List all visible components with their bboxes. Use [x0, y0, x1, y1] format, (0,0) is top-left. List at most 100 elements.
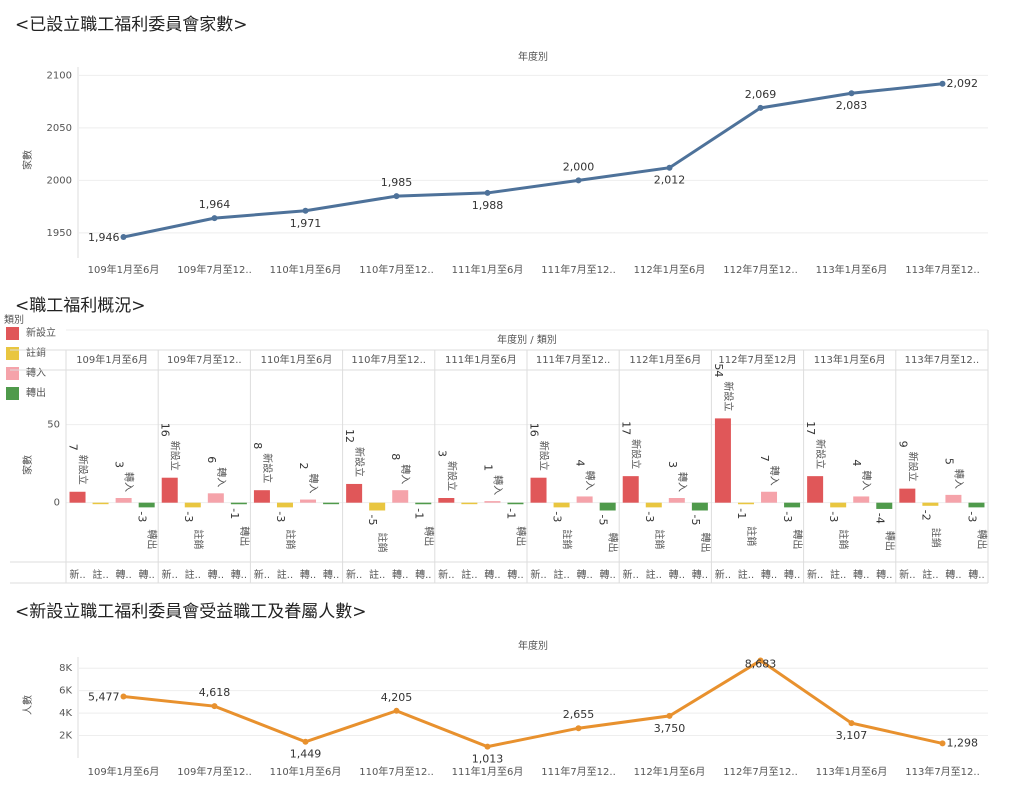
- bar: [115, 498, 132, 503]
- data-label-name: 註銷: [376, 532, 389, 552]
- data-label: -5: [597, 514, 610, 525]
- bar: [438, 498, 455, 503]
- bar: [461, 502, 478, 505]
- panel-label: 111年1月至6月: [445, 353, 517, 366]
- x-tick-label: 111年1月至6月: [452, 263, 524, 276]
- point: [666, 712, 673, 719]
- x-tick-label: 轉..: [208, 568, 224, 581]
- panel-label: 113年1月至6月: [814, 353, 886, 366]
- data-label: 1,449: [290, 748, 322, 761]
- point: [484, 743, 491, 750]
- x-tick-label: 註..: [185, 569, 201, 581]
- x-tick-label: 轉..: [692, 568, 708, 581]
- data-label-name: 轉入: [215, 467, 228, 487]
- x-tick-label: 111年1月至6月: [452, 765, 524, 778]
- x-tick-label: 轉..: [484, 568, 500, 581]
- bar: [668, 498, 685, 503]
- bar: [645, 502, 662, 508]
- x-tick-label: 轉..: [784, 568, 800, 581]
- point: [484, 189, 491, 196]
- x-tick-label: 112年7月至12..: [723, 263, 798, 276]
- data-label-name: 註銷: [192, 529, 205, 549]
- bar: [69, 491, 86, 503]
- bar: [784, 502, 801, 508]
- data-label-name: 註銷: [561, 529, 574, 549]
- data-label-name: 轉出: [514, 526, 527, 546]
- data-label-name: 轉出: [607, 532, 620, 552]
- y-tick-label: 50: [47, 420, 60, 431]
- chart-title: <職工福利概況>: [15, 296, 146, 316]
- x-tick-label: 轉..: [415, 568, 431, 581]
- bar: [714, 418, 731, 503]
- data-label: 3: [666, 461, 679, 468]
- data-label-name: 新設立: [630, 439, 643, 469]
- data-label: 1,946: [88, 231, 120, 244]
- x-tick-label: 110年1月至6月: [270, 765, 342, 778]
- data-label-name: 註銷: [653, 529, 666, 549]
- x-tick-label: 110年1月至6月: [270, 263, 342, 276]
- data-label: -3: [182, 511, 195, 522]
- x-tick-label: 112年1月至6月: [634, 765, 706, 778]
- x-tick-label: 113年7月至12..: [905, 765, 980, 778]
- x-tick-label: 轉..: [761, 568, 777, 581]
- data-label: -1: [228, 508, 241, 519]
- axis-header: 年度別 / 類別: [497, 333, 557, 346]
- y-axis-label: 人數: [21, 695, 34, 715]
- legend-label: 轉出: [26, 386, 46, 399]
- data-label: -3: [965, 511, 978, 522]
- x-tick-label: 註..: [369, 569, 385, 581]
- data-label-name: 轉入: [584, 470, 597, 490]
- point: [939, 740, 946, 747]
- panel-label: 113年7月至12..: [905, 353, 980, 366]
- x-tick-label: 113年7月至12..: [905, 263, 980, 276]
- bar: [484, 501, 501, 503]
- bar: [945, 494, 962, 503]
- panel-label: 112年1月至6月: [629, 353, 701, 366]
- x-tick-label: 註..: [92, 569, 108, 581]
- x-tick-label: 新..: [807, 568, 823, 581]
- x-tick-label: 111年7月至12..: [541, 263, 616, 276]
- x-tick-label: 新..: [162, 568, 178, 581]
- x-tick-label: 轉..: [323, 568, 339, 581]
- data-label-name: 新設立: [445, 461, 458, 491]
- data-label-name: 註銷: [745, 526, 758, 546]
- bar: [691, 502, 708, 511]
- y-tick-label: 2050: [47, 123, 72, 134]
- data-label: 8,683: [745, 658, 777, 671]
- data-label: 1,985: [381, 176, 413, 189]
- legend-label: 註銷: [26, 346, 46, 359]
- data-label: -1: [504, 508, 517, 519]
- x-tick-label: 轉..: [945, 568, 961, 581]
- data-label: 2,069: [745, 88, 777, 101]
- data-label-name: 轉出: [883, 531, 896, 551]
- point: [575, 177, 582, 184]
- bar: [968, 502, 985, 508]
- data-label: 1,013: [472, 753, 504, 766]
- data-label: 1,988: [472, 199, 504, 212]
- y-tick-label: 2K: [59, 731, 72, 742]
- bar: [530, 477, 547, 503]
- y-tick-label: 2000: [47, 175, 72, 186]
- point: [939, 80, 946, 87]
- bar: [899, 488, 916, 503]
- bar: [599, 502, 616, 511]
- x-tick-label: 轉..: [576, 568, 592, 581]
- x-tick-label: 110年7月至12..: [359, 765, 434, 778]
- point: [666, 164, 673, 171]
- data-label-name: 新設立: [722, 381, 735, 411]
- x-tick-label: 註..: [553, 569, 569, 581]
- x-tick-label: 109年1月至6月: [88, 263, 160, 276]
- bar: [576, 496, 593, 503]
- bar: [415, 502, 432, 505]
- bar: [507, 502, 524, 505]
- data-label: 9: [896, 441, 909, 448]
- point: [575, 725, 582, 732]
- point: [302, 738, 309, 745]
- legend-swatch: [6, 367, 19, 380]
- data-label: -5: [366, 514, 379, 525]
- data-label: -3: [136, 511, 149, 522]
- x-tick-label: 新..: [438, 568, 454, 581]
- y-axis-label: 家數: [21, 455, 34, 475]
- data-label: 16: [159, 423, 172, 437]
- data-label-name: 轉出: [422, 526, 435, 546]
